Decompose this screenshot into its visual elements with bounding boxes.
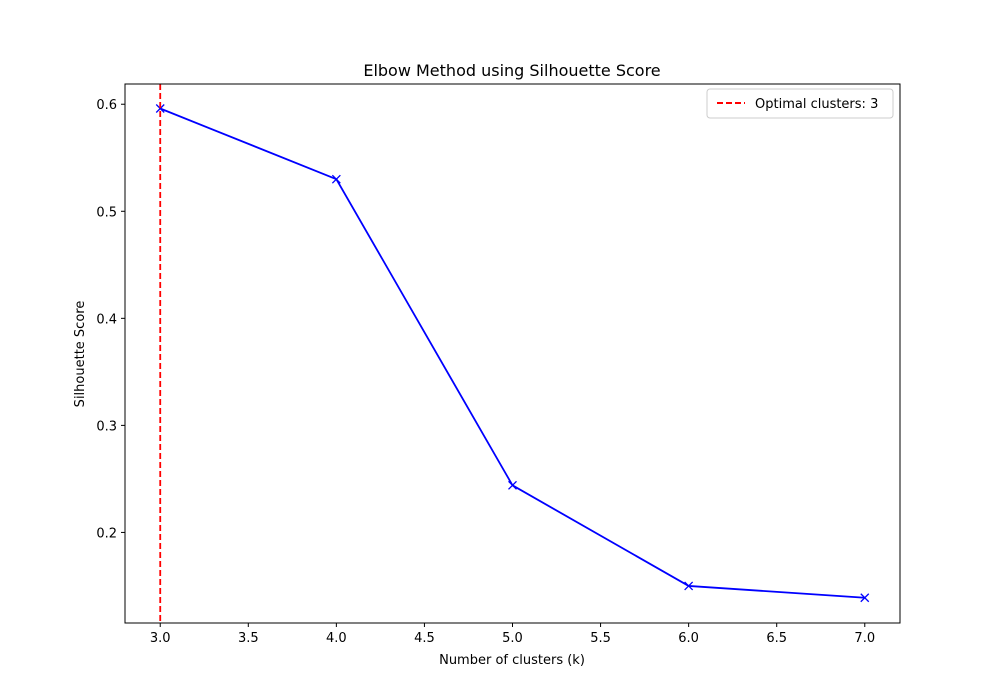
x-tick-label: 6.5 — [766, 631, 787, 646]
x-axis-label: Number of clusters (k) — [439, 653, 585, 668]
y-tick-label: 0.2 — [96, 526, 117, 541]
x-tick-label: 3.5 — [238, 631, 259, 646]
x-tick-label: 5.5 — [590, 631, 611, 646]
y-tick-label: 0.6 — [96, 98, 117, 113]
legend-box — [706, 88, 894, 119]
marker-stroke — [155, 104, 165, 113]
x-tick-label: 7.0 — [854, 631, 875, 646]
marker-stroke — [331, 174, 341, 184]
x-tick-label: 6.0 — [678, 631, 699, 646]
y-axis-label: Silhouette Score — [73, 301, 88, 408]
data-point-marker — [508, 480, 517, 490]
x-tick-label: 4.5 — [414, 631, 435, 646]
data-point-marker — [684, 581, 694, 591]
axes-frame — [124, 83, 901, 624]
marker-stroke — [860, 593, 870, 603]
legend: Optimal clusters: 3 — [706, 88, 894, 119]
data-point-marker — [860, 593, 870, 603]
data-point-marker — [331, 174, 341, 184]
x-tick-label: 4.0 — [326, 631, 347, 646]
plot-area: 3.0 3.5 4.0 4.5 5.0 5.5 6.0 6.5 7.0 0.2 0.3 0.4 0.5 0… — [96, 83, 901, 646]
series-line — [159, 107, 865, 599]
legend-label: Optimal clusters: 3 — [755, 97, 878, 112]
marker-stroke — [508, 480, 517, 490]
y-tick-label: 0.5 — [96, 205, 117, 220]
x-tick-label: 3.0 — [150, 631, 171, 646]
y-tick-label: 0.4 — [96, 312, 117, 327]
x-tick-label: 5.0 — [502, 631, 523, 646]
y-tick-label: 0.3 — [96, 419, 117, 434]
chart-title: Elbow Method using Silhouette Score — [363, 61, 660, 80]
marker-stroke — [684, 581, 694, 591]
data-point-marker — [155, 104, 165, 113]
